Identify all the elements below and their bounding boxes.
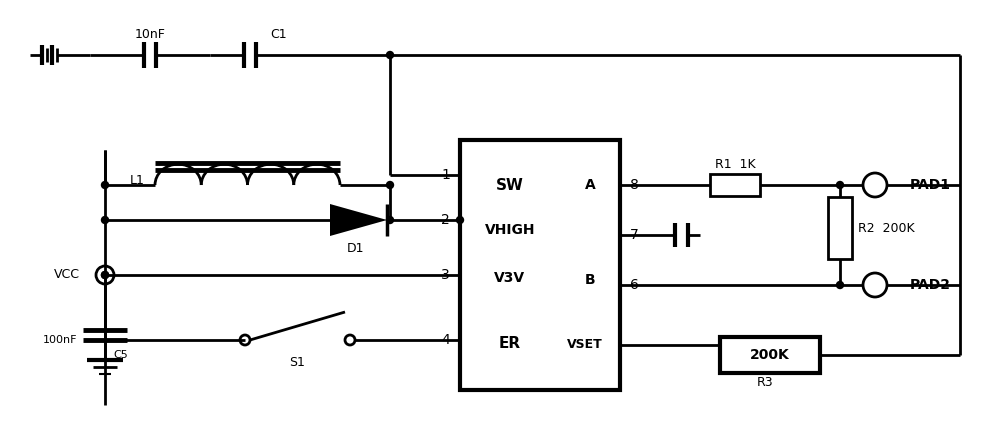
Text: 4: 4 [441, 333, 450, 347]
Text: 6: 6 [630, 278, 639, 292]
Text: VHIGH: VHIGH [485, 223, 535, 237]
Circle shape [386, 217, 394, 223]
Bar [460, 140, 620, 390]
Text: S1: S1 [289, 355, 305, 368]
Text: 200K: 200K [750, 348, 790, 362]
Text: A: A [585, 178, 595, 192]
Circle shape [102, 217, 108, 223]
Text: ER: ER [499, 335, 521, 351]
Circle shape [386, 51, 394, 59]
Text: C5: C5 [113, 350, 128, 360]
Text: 100nF: 100nF [42, 335, 77, 345]
Circle shape [456, 217, 464, 223]
Text: 3: 3 [441, 268, 450, 282]
Text: L1: L1 [130, 173, 145, 187]
Text: R1  1K: R1 1K [715, 159, 755, 171]
Text: 1: 1 [441, 168, 450, 182]
Text: PAD1: PAD1 [910, 178, 951, 192]
Text: 7: 7 [630, 228, 639, 242]
Polygon shape [330, 204, 387, 236]
Text: SW: SW [496, 178, 524, 192]
Circle shape [240, 335, 250, 345]
Circle shape [96, 266, 114, 284]
Text: PAD2: PAD2 [910, 278, 951, 292]
Circle shape [836, 282, 844, 288]
Text: VSET: VSET [567, 338, 603, 351]
Circle shape [863, 273, 887, 297]
Bar [720, 337, 820, 373]
Text: R2  200K: R2 200K [858, 221, 915, 234]
Circle shape [345, 335, 355, 345]
Circle shape [836, 181, 844, 189]
Text: V3V: V3V [494, 271, 526, 285]
Circle shape [386, 181, 394, 189]
Text: 8: 8 [630, 178, 639, 192]
Circle shape [102, 271, 108, 279]
Bar [710, 174, 760, 196]
Bar [828, 197, 852, 259]
Circle shape [102, 271, 108, 279]
Text: C1: C1 [270, 28, 287, 42]
Text: 10nF: 10nF [135, 28, 165, 42]
Text: D1: D1 [346, 242, 364, 254]
Circle shape [102, 181, 108, 189]
Text: VCC: VCC [54, 268, 80, 282]
Circle shape [863, 173, 887, 197]
Text: R3: R3 [757, 377, 773, 390]
Text: 2: 2 [441, 213, 450, 227]
Text: B: B [585, 273, 595, 287]
